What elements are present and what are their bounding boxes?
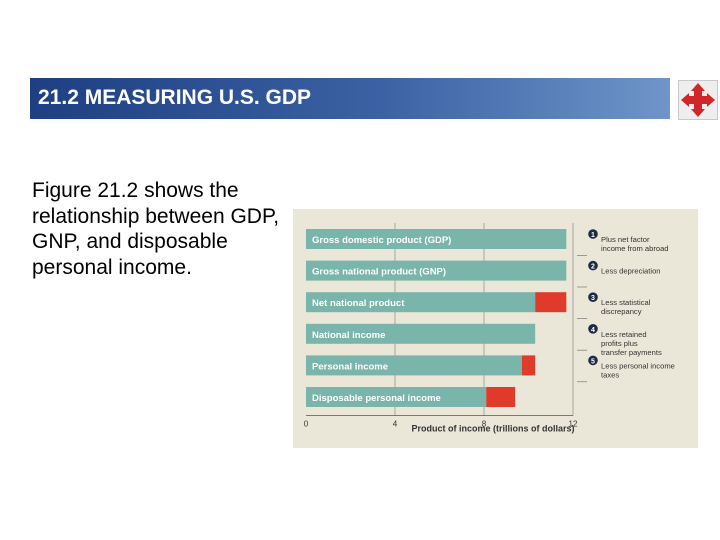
annotation-badge [588, 355, 598, 366]
annotation-number: 5 [591, 358, 595, 365]
annotation-number: 1 [591, 232, 595, 239]
annotation-text-line: Less statistical [601, 298, 651, 307]
annotation-text-line: income from abroad [601, 244, 669, 253]
bar-label: National income [312, 330, 385, 341]
gdp-figure: Gross domestic product (GDP) Gross nation… [293, 209, 698, 448]
bar [306, 387, 487, 407]
annotation-number: 4 [591, 327, 595, 334]
x-tick-label: 8 [482, 420, 487, 429]
annotation-badge [588, 260, 598, 271]
bar [306, 292, 536, 313]
bar [306, 260, 567, 281]
annotation-text-line: discrepancy [601, 307, 642, 316]
annotation-text-line: taxes [601, 370, 619, 379]
annotation-number: 3 [591, 295, 595, 302]
x-axis-label: Product of income (trillions of dollars) [411, 424, 574, 434]
annotation-text-line: Less retained [601, 330, 647, 339]
gdp-chart: Gross domestic product (GDP) Gross nation… [304, 223, 675, 434]
deduction-segment [486, 387, 516, 407]
slide-title: 21.2 MEASURING U.S. GDP [38, 86, 312, 109]
four-way-arrows-glyph [681, 83, 715, 117]
bar-label: Personal income [312, 361, 388, 372]
annotation-text-line: transfer payments [601, 348, 662, 357]
bar [306, 323, 536, 344]
annotation-badge [588, 324, 598, 334]
annotation-badge [588, 229, 598, 239]
bar-label: Disposable personal income [312, 393, 441, 404]
bar-label: Gross national product (GNP) [312, 267, 446, 278]
bar-label: Gross domestic product (GDP) [312, 235, 451, 246]
deduction-segment [521, 355, 536, 376]
four-way-arrows-icon[interactable] [678, 80, 718, 120]
annotation-text-line: profits plus [601, 339, 638, 348]
annotation-text-line: Less depreciation [601, 267, 661, 276]
bar [306, 229, 567, 249]
annotation-number: 2 [591, 264, 595, 271]
deduction-segment [535, 292, 567, 313]
x-tick-label: 4 [393, 420, 398, 429]
x-tick-label: 12 [569, 420, 578, 429]
annotation-text-line: Plus net factor [601, 235, 650, 244]
slide-body-text: Figure 21.2 shows the relationship betwe… [32, 179, 280, 279]
annotation-badge [588, 292, 598, 302]
x-tick-label: 0 [304, 420, 309, 429]
bar-label: Net national product [312, 298, 405, 309]
annotation-text-line: Less personal income [601, 361, 675, 370]
title-bar: 21.2 MEASURING U.S. GDP [30, 78, 670, 119]
bar [306, 355, 522, 376]
